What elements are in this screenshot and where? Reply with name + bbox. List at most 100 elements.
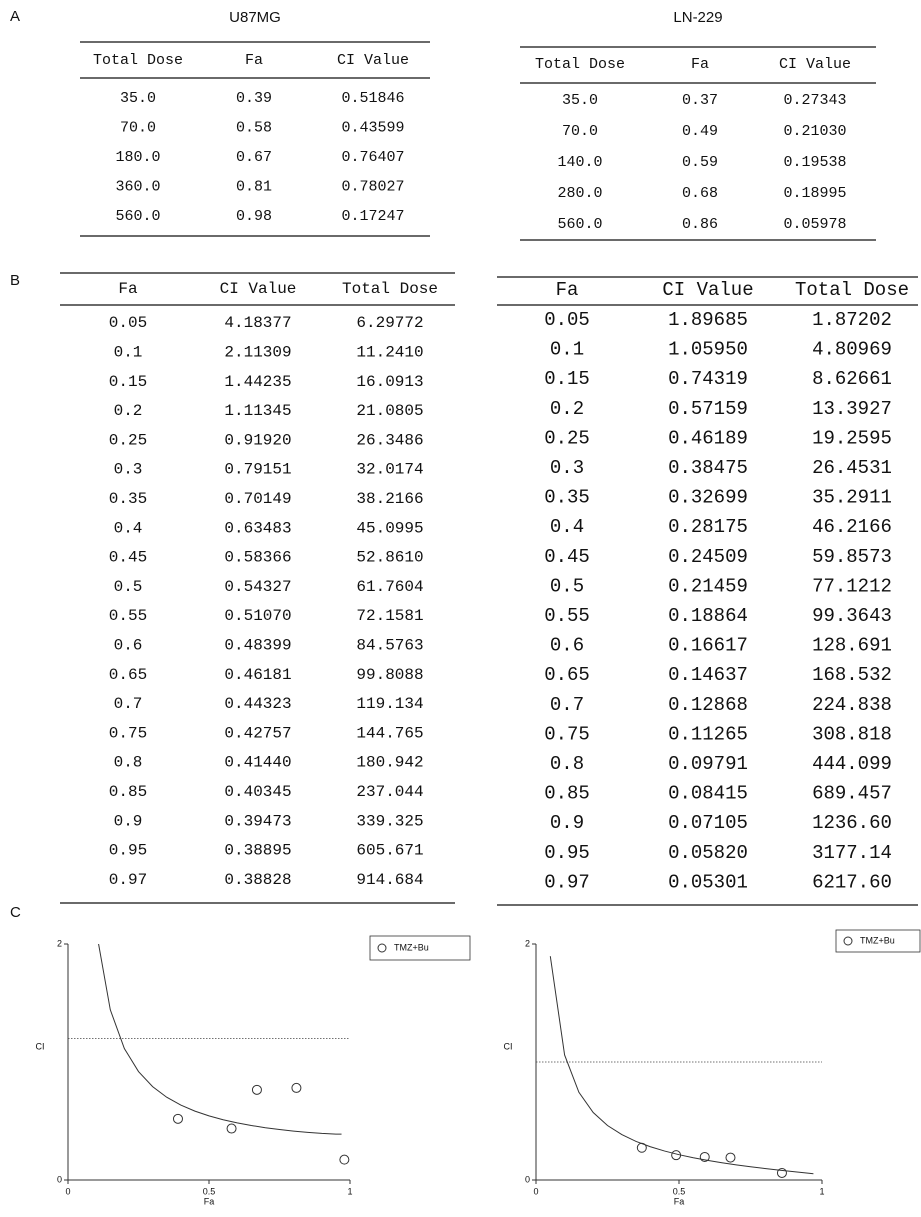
y-axis-label: CI <box>36 1041 45 1051</box>
cell: 77.1212 <box>812 575 892 597</box>
cell: 0.46181 <box>224 666 291 684</box>
cell: 0.49 <box>682 123 718 140</box>
cell: 0.91920 <box>224 431 291 449</box>
cell: 237.044 <box>356 783 423 801</box>
cell: 689.457 <box>812 783 892 805</box>
cell: 0.17247 <box>341 208 404 225</box>
cell: 0.21459 <box>668 575 748 597</box>
cell: 0.41440 <box>224 754 291 772</box>
cell: 32.0174 <box>356 461 423 479</box>
cell: 0.25 <box>109 431 147 449</box>
cell: 444.099 <box>812 753 892 775</box>
cell: 0.8 <box>114 754 143 772</box>
cell: 144.765 <box>356 724 423 742</box>
cell: 59.8573 <box>812 546 892 568</box>
cell: 0.9 <box>550 812 584 834</box>
data-point <box>172 1113 183 1124</box>
cell: 0.38828 <box>224 871 291 889</box>
column-header: CI Value <box>337 52 409 69</box>
cell: 914.684 <box>356 871 423 889</box>
cell: 560.0 <box>115 208 160 225</box>
cell: 35.2911 <box>812 487 892 509</box>
cell: 0.25 <box>544 427 590 449</box>
cell: 1.11345 <box>224 402 291 420</box>
cell: 21.0805 <box>356 402 423 420</box>
cell: 119.134 <box>356 695 423 713</box>
cell: 0.45 <box>544 546 590 568</box>
cell: 0.9 <box>114 812 143 830</box>
panel-label: A <box>10 8 20 25</box>
cell: 0.1 <box>550 339 584 361</box>
column-header: CI Value <box>779 56 851 73</box>
cell: 13.3927 <box>812 398 892 420</box>
cell: 0.45 <box>109 549 147 567</box>
legend-box <box>369 935 471 961</box>
legend-label: TMZ+Bu <box>394 942 429 952</box>
cell: 0.07105 <box>668 812 748 834</box>
legend-label: TMZ+Bu <box>860 935 895 945</box>
curve <box>549 956 814 1175</box>
column-header: CI Value <box>220 280 297 298</box>
cell: 0.55 <box>109 607 147 625</box>
cell: 180.0 <box>115 149 160 166</box>
column-header: Total Dose <box>535 56 625 73</box>
cell: 0.21030 <box>783 123 846 140</box>
data-point <box>699 1151 710 1162</box>
cell: 0.42757 <box>224 724 291 742</box>
cell: 0.70149 <box>224 490 291 508</box>
cell: 0.6 <box>550 635 584 657</box>
cell: 560.0 <box>557 216 602 233</box>
data-point <box>226 1123 237 1134</box>
cell: 0.18864 <box>668 605 748 627</box>
y-tick-label: 2 <box>525 938 530 948</box>
y-tick-label: 0 <box>525 1174 530 1184</box>
cell: 35.0 <box>562 92 598 109</box>
cell: 0.35 <box>109 490 147 508</box>
x-tick-label: 1 <box>347 1186 352 1196</box>
cell: 0.14637 <box>668 664 748 686</box>
cell: 26.3486 <box>356 431 423 449</box>
legend-marker <box>843 936 853 946</box>
cell: 0.4 <box>550 516 584 538</box>
y-tick-label: 0 <box>57 1174 62 1184</box>
cell: 140.0 <box>557 154 602 171</box>
cell: 8.62661 <box>812 368 892 390</box>
data-point <box>251 1084 262 1095</box>
legend-marker <box>377 943 387 953</box>
column-header: CI Value <box>662 279 753 301</box>
cell: 16.0913 <box>356 373 423 391</box>
cell: 0.09791 <box>668 753 748 775</box>
cell: 0.2 <box>550 398 584 420</box>
cell: 1.44235 <box>224 373 291 391</box>
cell: 0.67 <box>236 149 272 166</box>
column-header: Fa <box>245 52 263 69</box>
cell: 35.0 <box>120 90 156 107</box>
cell: 0.51070 <box>224 607 291 625</box>
cell: 0.40345 <box>224 783 291 801</box>
cell: 0.81 <box>236 178 272 195</box>
cell: 0.98 <box>236 208 272 225</box>
cell: 0.58366 <box>224 549 291 567</box>
cell: 0.27343 <box>783 92 846 109</box>
cell: 45.0995 <box>356 519 423 537</box>
column-header: Total Dose <box>795 279 909 301</box>
cell: 0.65 <box>109 666 147 684</box>
cell: 0.68 <box>682 185 718 202</box>
cell: 224.838 <box>812 694 892 716</box>
cell: 0.05820 <box>668 842 748 864</box>
cell: 0.75 <box>544 723 590 745</box>
cell: 0.4 <box>114 519 143 537</box>
cell: 0.3 <box>550 457 584 479</box>
x-axis-label: Fa <box>674 1196 685 1206</box>
cell: 0.57159 <box>668 398 748 420</box>
cell: 0.35 <box>544 487 590 509</box>
cell: 0.12868 <box>668 694 748 716</box>
cell: 605.671 <box>356 842 423 860</box>
cell: 0.2 <box>114 402 143 420</box>
cell: 0.38895 <box>224 842 291 860</box>
x-tick-label: 0 <box>533 1186 538 1196</box>
cell: 0.43599 <box>341 119 404 136</box>
cell: 0.3 <box>114 461 143 479</box>
x-tick-label: 0 <box>65 1186 70 1196</box>
